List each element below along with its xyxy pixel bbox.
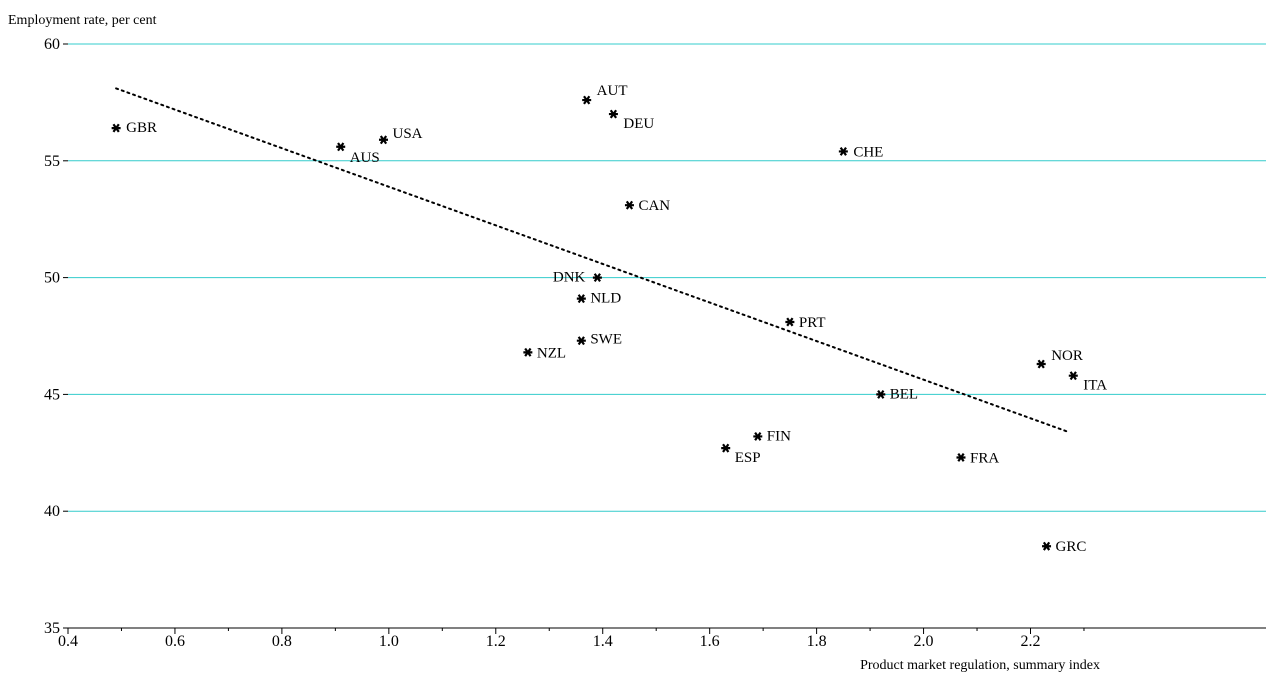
asterisk-marker [608, 109, 618, 119]
asterisk-marker [1042, 541, 1052, 551]
asterisk-marker [582, 95, 592, 105]
point-che: CHE [838, 144, 883, 160]
point-grc: GRC [1042, 539, 1086, 555]
point-nzl: NZL [523, 345, 566, 361]
point-label: PRT [799, 315, 826, 331]
point-gbr: GBR [111, 120, 157, 136]
point-nor: NOR [1036, 348, 1083, 369]
y-tick-label: 55 [44, 153, 60, 170]
x-tick-label: 1.6 [700, 633, 720, 650]
asterisk-marker [785, 317, 795, 327]
x-tick-label: 2.0 [914, 633, 934, 650]
gridlines [68, 43, 1266, 512]
asterisk-marker [111, 123, 121, 133]
point-esp: ESP [721, 443, 761, 466]
x-tick-label: 0.4 [58, 633, 78, 650]
asterisk-marker [592, 273, 602, 283]
point-label: USA [392, 126, 422, 142]
point-label: NLD [590, 291, 621, 307]
point-label: DEU [623, 116, 654, 132]
point-dnk: DNK [553, 270, 602, 286]
asterisk-marker [378, 135, 388, 145]
point-fin: FIN [753, 428, 791, 444]
point-label: ESP [735, 450, 761, 466]
y-tick-label: 40 [44, 503, 60, 520]
y-tick-label: 45 [44, 386, 60, 403]
asterisk-marker [753, 431, 763, 441]
y-tick-label: 60 [44, 36, 60, 53]
trendline-path [115, 87, 1069, 433]
asterisk-marker [576, 336, 586, 346]
x-tick-label: 0.8 [272, 633, 292, 650]
x-axis-title: Product market regulation, summary index [860, 658, 1100, 673]
point-deu: DEU [608, 109, 654, 132]
point-label: ITA [1083, 378, 1107, 394]
trendline [115, 87, 1069, 433]
point-label: CHE [853, 144, 883, 160]
asterisk-marker [876, 389, 886, 399]
point-aut: AUT [582, 83, 628, 105]
point-label: DNK [553, 270, 586, 286]
asterisk-marker [721, 443, 731, 453]
point-bel: BEL [876, 386, 918, 402]
point-label: SWE [590, 332, 622, 348]
point-label: NOR [1051, 348, 1083, 364]
x-axis: 0.4 0.6 0.8 1.0 1.2 1.4 1.6 1.8 2.0 2.2 [58, 627, 1266, 650]
x-tick-label: 1.2 [486, 633, 506, 650]
point-label: BEL [890, 386, 918, 402]
point-nld: NLD [576, 291, 621, 307]
asterisk-marker [956, 453, 966, 462]
point-prt: PRT [785, 315, 825, 331]
x-tick-label: 0.6 [165, 633, 185, 650]
point-fra: FRA [956, 450, 999, 466]
x-tick-label: 1.4 [593, 633, 613, 650]
point-ita: ITA [1068, 371, 1107, 394]
point-can: CAN [624, 198, 670, 214]
point-label: AUS [350, 150, 380, 166]
asterisk-marker [624, 200, 634, 210]
asterisk-marker [336, 142, 346, 152]
asterisk-marker [1036, 359, 1046, 369]
y-tick-label: 50 [44, 270, 60, 287]
point-label: CAN [638, 198, 670, 214]
y-tick-label: 35 [44, 620, 60, 637]
point-label: AUT [597, 83, 628, 99]
x-tick-label: 1.0 [379, 633, 399, 650]
point-aus: AUS [336, 142, 380, 166]
y-axis: 35 40 45 50 55 60 [44, 36, 68, 637]
asterisk-marker [838, 146, 848, 156]
x-tick-label: 1.8 [807, 633, 827, 650]
x-tick-label: 2.2 [1021, 633, 1041, 650]
point-label: NZL [537, 345, 566, 361]
y-axis-title: Employment rate, per cent [8, 13, 157, 28]
point-usa: USA [378, 126, 423, 145]
point-label: FRA [970, 450, 999, 466]
point-label: GRC [1056, 539, 1087, 555]
asterisk-marker [1068, 371, 1078, 381]
asterisk-marker [576, 294, 586, 304]
asterisk-marker [523, 347, 533, 357]
point-label: GBR [126, 120, 157, 136]
point-swe: SWE [576, 332, 622, 348]
point-label: FIN [767, 428, 791, 444]
